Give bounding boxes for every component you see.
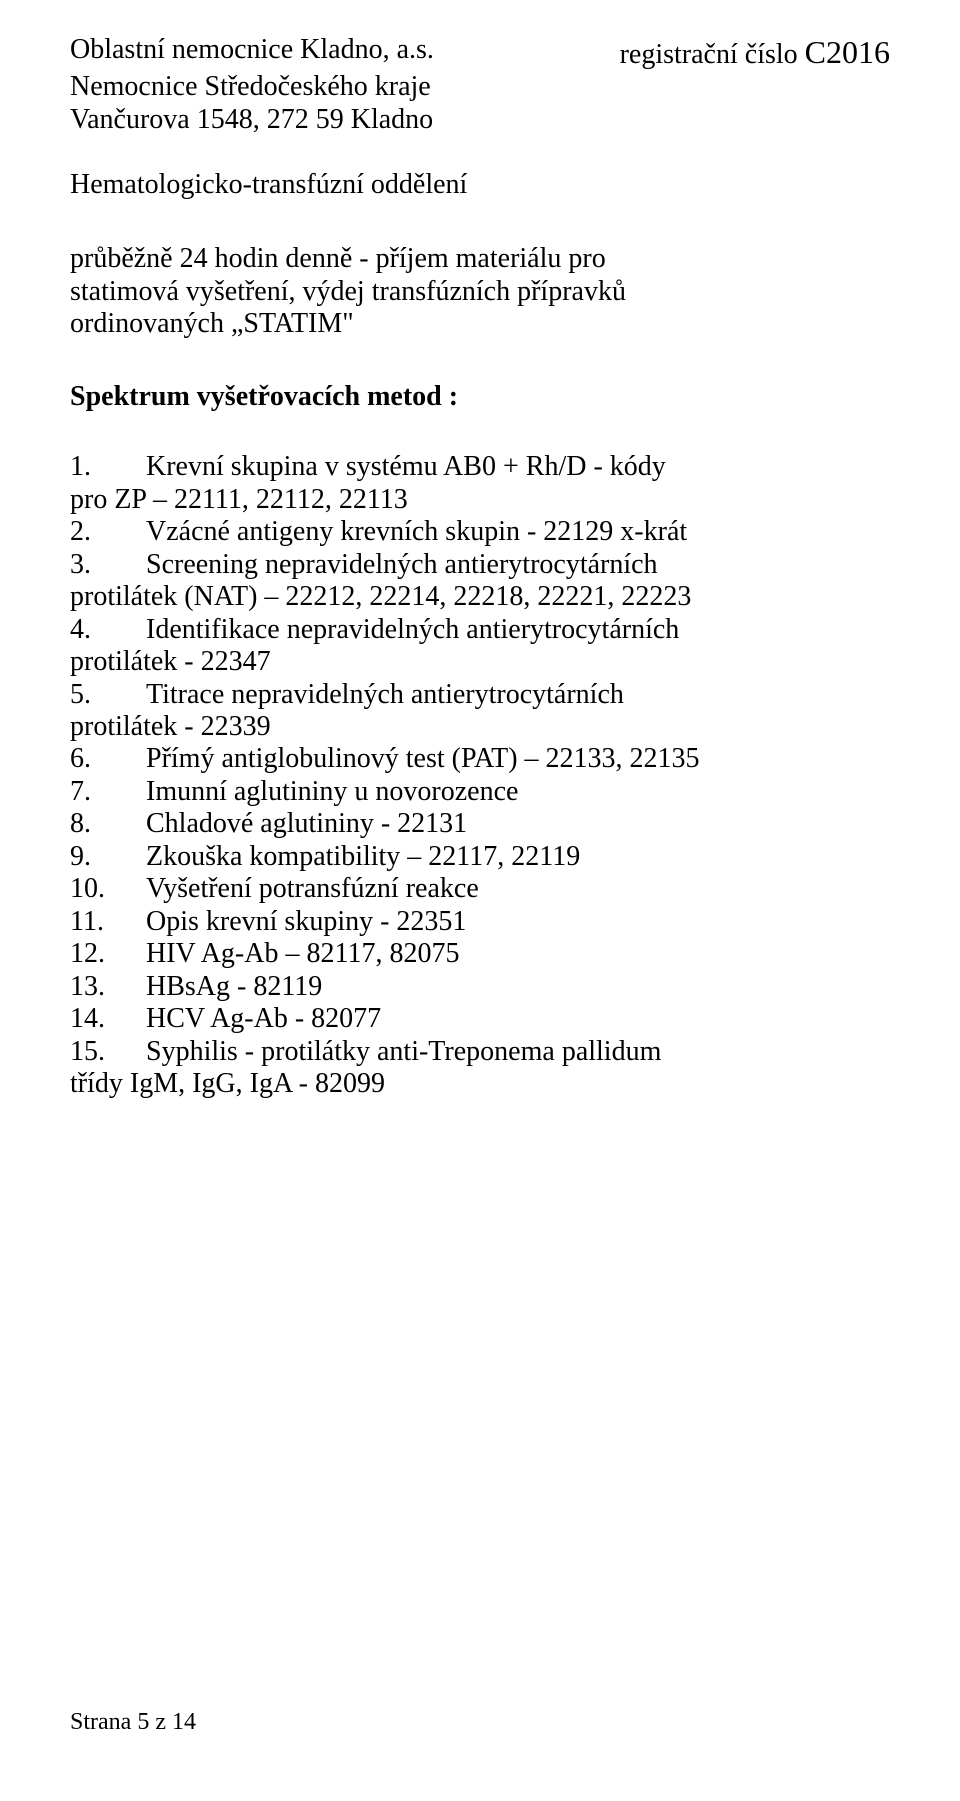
methods-list: 1. Krevní skupina v systému AB0 + Rh/D -…: [70, 451, 890, 1100]
department-name: Hematologicko-transfúzní oddělení: [70, 169, 890, 201]
item-continuation: pro ZP – 22111, 22112, 22113: [70, 484, 890, 516]
item-number: 11.: [70, 906, 146, 938]
list-item: 14. HCV Ag-Ab - 82077: [70, 1003, 890, 1035]
section-title: Spektrum vyšetřovacích metod :: [70, 381, 890, 413]
item-number: 2.: [70, 516, 146, 548]
list-item: 11. Opis krevní skupiny - 22351: [70, 906, 890, 938]
header-row: Oblastní nemocnice Kladno, a.s. registra…: [70, 34, 890, 71]
list-item: 6. Přímý antiglobulinový test (PAT) – 22…: [70, 743, 890, 775]
item-text: Přímý antiglobulinový test (PAT) – 22133…: [146, 743, 890, 775]
item-text: Vzácné antigeny krevních skupin - 22129 …: [146, 516, 890, 548]
list-item: 4. Identifikace nepravidelných antierytr…: [70, 614, 890, 646]
intro-line-1: průběžně 24 hodin denně - příjem materiá…: [70, 243, 890, 275]
item-number: 1.: [70, 451, 146, 483]
registration-prefix: registrační číslo: [620, 39, 805, 70]
item-number: 14.: [70, 1003, 146, 1035]
list-item: 7. Imunní aglutininy u novorozence: [70, 776, 890, 808]
item-text: HCV Ag-Ab - 82077: [146, 1003, 890, 1035]
item-number: 10.: [70, 873, 146, 905]
list-item: 9. Zkouška kompatibility – 22117, 22119: [70, 841, 890, 873]
item-number: 8.: [70, 808, 146, 840]
item-text: HIV Ag-Ab – 82117, 82075: [146, 938, 890, 970]
org-line-1: Oblastní nemocnice Kladno, a.s.: [70, 34, 434, 66]
list-item: 10. Vyšetření potransfúzní reakce: [70, 873, 890, 905]
registration-code: C2016: [805, 34, 890, 70]
item-text: HBsAg - 82119: [146, 971, 890, 1003]
item-continuation: protilátek (NAT) – 22212, 22214, 22218, …: [70, 581, 890, 613]
item-text: Identifikace nepravidelných antierytrocy…: [146, 614, 890, 646]
item-number: 12.: [70, 938, 146, 970]
item-number: 6.: [70, 743, 146, 775]
item-number: 3.: [70, 549, 146, 581]
intro-paragraph: průběžně 24 hodin denně - příjem materiá…: [70, 243, 890, 340]
item-continuation: protilátek - 22339: [70, 711, 890, 743]
item-number: 4.: [70, 614, 146, 646]
intro-line-3: ordinovaných „STATIM": [70, 308, 890, 340]
list-item: 3. Screening nepravidelných antierytrocy…: [70, 549, 890, 581]
list-item: 2. Vzácné antigeny krevních skupin - 221…: [70, 516, 890, 548]
item-number: 7.: [70, 776, 146, 808]
intro-line-2: statimová vyšetření, výdej transfúzních …: [70, 276, 890, 308]
org-line-3: Vančurova 1548, 272 59 Kladno: [70, 104, 890, 136]
list-item: 5. Titrace nepravidelných antierytrocytá…: [70, 679, 890, 711]
item-number: 13.: [70, 971, 146, 1003]
item-text: Krevní skupina v systému AB0 + Rh/D - kó…: [146, 451, 890, 483]
item-continuation: třídy IgM, IgG, IgA - 82099: [70, 1068, 890, 1100]
document-header: Oblastní nemocnice Kladno, a.s. registra…: [70, 34, 890, 201]
list-item: 13. HBsAg - 82119: [70, 971, 890, 1003]
registration-number: registrační číslo C2016: [620, 34, 890, 71]
page-footer: Strana 5 z 14: [70, 1709, 196, 1737]
item-number: 5.: [70, 679, 146, 711]
item-text: Syphilis - protilátky anti-Treponema pal…: [146, 1036, 890, 1068]
item-number: 15.: [70, 1036, 146, 1068]
org-line-2: Nemocnice Středočeského kraje: [70, 71, 890, 103]
list-item: 15. Syphilis - protilátky anti-Treponema…: [70, 1036, 890, 1068]
item-text: Titrace nepravidelných antierytrocytární…: [146, 679, 890, 711]
item-text: Opis krevní skupiny - 22351: [146, 906, 890, 938]
document-page: Oblastní nemocnice Kladno, a.s. registra…: [0, 0, 960, 1801]
item-text: Vyšetření potransfúzní reakce: [146, 873, 890, 905]
list-item: 8. Chladové aglutininy - 22131: [70, 808, 890, 840]
list-item: 1. Krevní skupina v systému AB0 + Rh/D -…: [70, 451, 890, 483]
list-item: 12. HIV Ag-Ab – 82117, 82075: [70, 938, 890, 970]
item-text: Zkouška kompatibility – 22117, 22119: [146, 841, 890, 873]
item-text: Screening nepravidelných antierytrocytár…: [146, 549, 890, 581]
item-continuation: protilátek - 22347: [70, 646, 890, 678]
item-text: Chladové aglutininy - 22131: [146, 808, 890, 840]
item-text: Imunní aglutininy u novorozence: [146, 776, 890, 808]
item-number: 9.: [70, 841, 146, 873]
